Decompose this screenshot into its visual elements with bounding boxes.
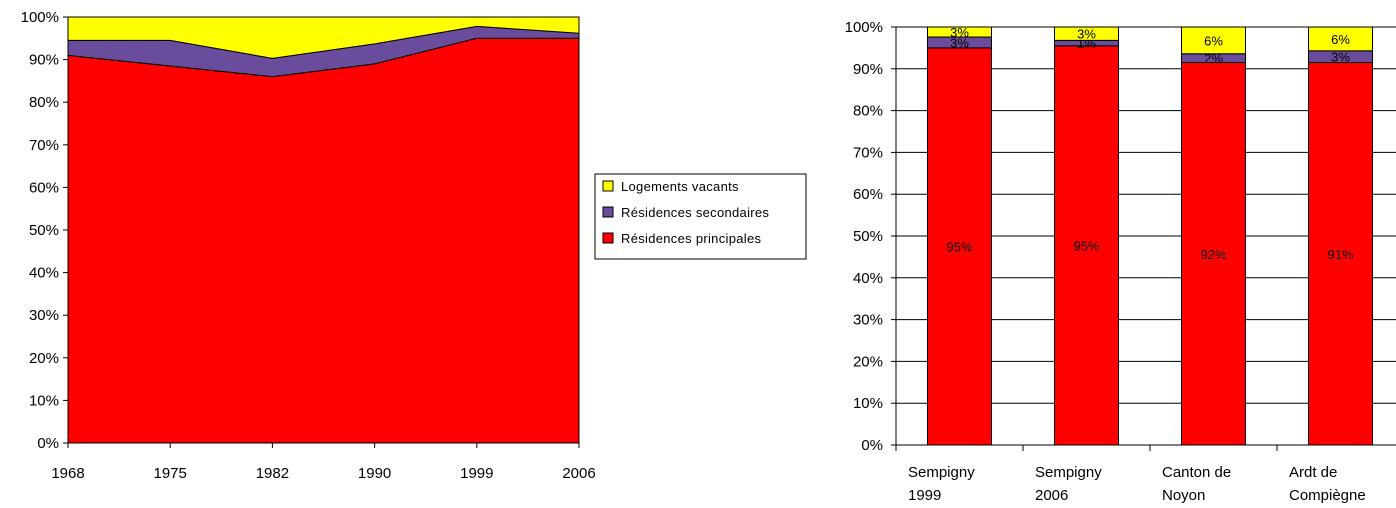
- bar-chart: 0%10%20%30%40%50%60%70%80%90%100%95%3%3%…: [845, 19, 1396, 504]
- bar-data-label: 91%: [1327, 247, 1353, 262]
- bar-y-tick-label: 100%: [845, 19, 883, 36]
- bar-data-label: 3%: [950, 25, 969, 40]
- area-series-2: [67, 16, 580, 59]
- area-y-tick-label: 90%: [29, 52, 59, 69]
- bar-y-tick-label: 70%: [853, 144, 883, 161]
- bar-y-tick-label: 80%: [853, 103, 883, 120]
- area-y-tick-label: 60%: [29, 179, 59, 196]
- area-y-tick-label: 70%: [29, 137, 59, 154]
- area-x-tick-label: 1968: [51, 465, 84, 482]
- legend-label: Résidences secondaires: [621, 205, 769, 220]
- bar-y-tick-label: 30%: [853, 312, 883, 329]
- bar-data-label: 3%: [1331, 50, 1350, 65]
- legend-swatch: [602, 180, 614, 192]
- bar-category-label: Noyon: [1162, 487, 1205, 504]
- bar-segment-0: [927, 47, 992, 446]
- area-x-tick-label: 1990: [358, 465, 391, 482]
- area-y-tick-label: 30%: [29, 307, 59, 324]
- bar-data-label: 3%: [1077, 27, 1096, 42]
- bar-y-tick-label: 10%: [853, 395, 883, 412]
- area-x-tick-label: 1982: [256, 465, 289, 482]
- legend-swatch: [602, 206, 614, 218]
- bar-data-label: 95%: [1073, 238, 1099, 253]
- legend-box: [594, 173, 807, 260]
- bar-segment-2: [1054, 26, 1119, 41]
- bar-data-label: 92%: [1200, 247, 1226, 262]
- area-y-tick-label: 80%: [29, 94, 59, 111]
- bar-category-label: 2006: [1035, 487, 1068, 504]
- legend-label: Logements vacants: [621, 179, 739, 194]
- bar-data-label: 2%: [1204, 51, 1223, 66]
- bar-segment-0: [1308, 62, 1373, 446]
- bar-category-label: 1999: [908, 487, 941, 504]
- legend-swatch: [602, 232, 614, 244]
- legend: Logements vacants Résidences secondaires R…: [594, 173, 807, 260]
- bar-segment-2: [1308, 26, 1373, 52]
- legend-label: Résidences principales: [621, 231, 761, 246]
- area-y-tick-label: 20%: [29, 350, 59, 367]
- area-y-tick-label: 100%: [21, 9, 59, 26]
- bar-y-tick-label: 40%: [853, 270, 883, 287]
- area-x-tick-label: 2006: [562, 465, 595, 482]
- area-y-tick-label: 40%: [29, 265, 59, 282]
- area-y-tick-label: 50%: [29, 222, 59, 239]
- bar-segment-2: [1181, 26, 1246, 55]
- bar-data-label: 6%: [1331, 32, 1350, 47]
- bar-segment-0: [1054, 45, 1119, 446]
- bar-category-label: Sempigny: [908, 464, 975, 481]
- area-series-0: [67, 37, 580, 444]
- bar-data-label: 3%: [950, 35, 969, 50]
- bar-data-label: 95%: [946, 239, 972, 254]
- bar-y-tick-label: 0%: [861, 437, 883, 454]
- bar-y-tick-label: 20%: [853, 353, 883, 370]
- area-x-tick-label: 1975: [154, 465, 187, 482]
- bar-segment-2: [927, 26, 992, 38]
- bar-y-tick-label: 60%: [853, 186, 883, 203]
- bar-category-label: Canton de: [1162, 464, 1231, 481]
- area-y-tick-label: 10%: [29, 392, 59, 409]
- bar-y-tick-label: 50%: [853, 228, 883, 245]
- area-y-tick-label: 0%: [37, 435, 59, 452]
- bar-category-label: Compiègne: [1289, 487, 1366, 504]
- bar-y-tick-label: 90%: [853, 61, 883, 78]
- bar-category-label: Ardt de: [1289, 464, 1337, 481]
- area-chart: 0% 10% 20% 30% 40% 50% 60% 70% 80% 90% 100% 1968 197…: [21, 9, 596, 482]
- area-x-tick-label: 1999: [460, 465, 493, 482]
- bar-segment-0: [1181, 62, 1246, 446]
- bar-category-label: Sempigny: [1035, 464, 1102, 481]
- bar-data-label: 6%: [1204, 33, 1223, 48]
